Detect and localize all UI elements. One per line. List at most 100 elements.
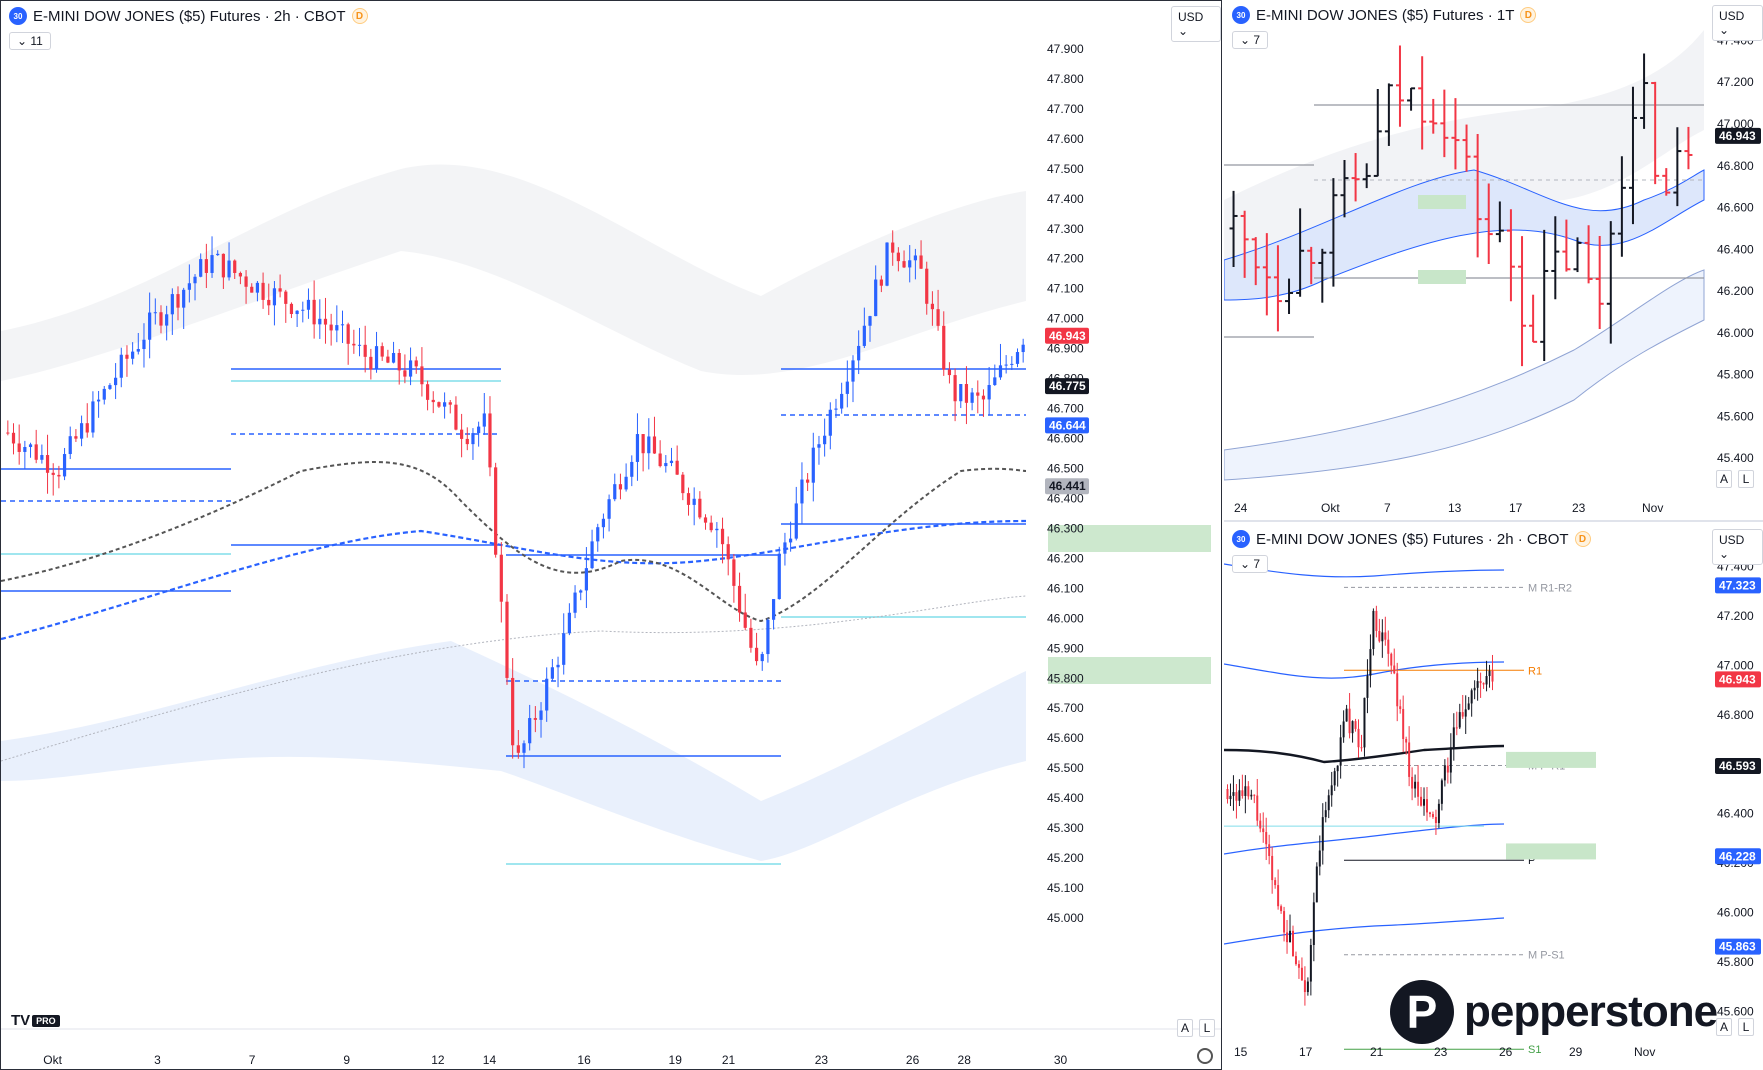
price-marker-label: 45.863 bbox=[1719, 940, 1756, 954]
candle-body bbox=[1408, 742, 1411, 777]
price-tick-label: 46.300 bbox=[1047, 521, 1084, 535]
candle-body bbox=[743, 612, 747, 628]
chart-title[interactable]: E-MINI DOW JONES ($5) Futures · 1T bbox=[1256, 6, 1515, 24]
price-marker bbox=[1045, 378, 1089, 395]
price-tick-label: 45.700 bbox=[1047, 701, 1084, 715]
candle-body bbox=[533, 718, 537, 720]
candle-body bbox=[102, 388, 106, 400]
candle-body bbox=[1294, 956, 1297, 965]
candle-body bbox=[1333, 771, 1336, 786]
candle-body bbox=[1342, 721, 1345, 738]
candle-body bbox=[62, 454, 67, 477]
time-tick-label: Nov bbox=[1634, 1045, 1655, 1059]
candle-body bbox=[1315, 866, 1318, 903]
candle-body bbox=[119, 354, 123, 378]
tradingview-logo[interactable]: TV PRO bbox=[11, 1012, 60, 1029]
vwap-line bbox=[1224, 744, 1505, 764]
lower-envelope-band bbox=[1, 641, 1026, 861]
price-tick-label: 45.500 bbox=[1047, 761, 1084, 775]
chart-title[interactable]: E-MINI DOW JONES ($5) Futures · 2h · CBO… bbox=[33, 7, 346, 25]
auto-scale-button[interactable]: A bbox=[1177, 1019, 1193, 1037]
candle-body bbox=[1309, 945, 1312, 982]
candle-body bbox=[216, 253, 220, 256]
candle-body bbox=[193, 276, 197, 284]
data-delay-badge[interactable]: D bbox=[351, 8, 368, 24]
candle-body bbox=[857, 345, 861, 361]
candle-body bbox=[993, 377, 997, 386]
price-tick-label: 45.200 bbox=[1047, 851, 1084, 865]
candle-body bbox=[1250, 794, 1253, 797]
candle-body bbox=[289, 303, 294, 315]
candle-body bbox=[1384, 632, 1387, 640]
currency-selector[interactable]: USD ⌄ bbox=[1712, 5, 1763, 41]
candle-body bbox=[488, 413, 492, 468]
candle-body bbox=[28, 444, 33, 448]
currency-label: USD bbox=[1719, 9, 1745, 23]
price-tick-label: 45.400 bbox=[1717, 451, 1754, 465]
time-tick-label: 19 bbox=[669, 1053, 683, 1067]
candle-body bbox=[11, 432, 16, 444]
candle-body bbox=[17, 443, 21, 452]
candle-body bbox=[460, 429, 464, 439]
envelope-line bbox=[1224, 563, 1505, 578]
candle-body bbox=[1375, 610, 1378, 632]
candle-body bbox=[437, 402, 441, 407]
candle-body bbox=[255, 282, 260, 293]
price-marker-label: 47.323 bbox=[1719, 578, 1756, 592]
candle-body bbox=[896, 252, 900, 262]
settings-gear-icon[interactable] bbox=[1197, 1048, 1213, 1064]
price-marker bbox=[1045, 327, 1089, 344]
indicator-collapse-button[interactable]: ⌄ 11 bbox=[9, 32, 51, 50]
weekly-chart-canvas[interactable]: 47.40047.20047.00046.80046.60046.40046.2… bbox=[1224, 0, 1763, 522]
candle-body bbox=[170, 294, 174, 315]
price-tick-label: 47.300 bbox=[1047, 222, 1084, 236]
candle-body bbox=[79, 423, 84, 439]
candle-body bbox=[817, 444, 821, 448]
indicator-collapse-button[interactable]: ⌄ 7 bbox=[1232, 31, 1269, 49]
candle-body bbox=[1446, 765, 1449, 773]
chart-title[interactable]: E-MINI DOW JONES ($5) Futures · 2h · CBO… bbox=[1256, 530, 1569, 548]
price-tick-label: 47.700 bbox=[1047, 102, 1084, 116]
indicator-collapse-button[interactable]: ⌄ 7 bbox=[1232, 555, 1269, 573]
time-tick-label: 23 bbox=[815, 1053, 829, 1067]
candle-body bbox=[1010, 363, 1014, 365]
log-scale-button[interactable]: L bbox=[1738, 1018, 1754, 1036]
pepperstone-logo: P pepperstone bbox=[1390, 980, 1718, 1044]
price-tick-label: 47.200 bbox=[1717, 75, 1754, 89]
auto-scale-button[interactable]: A bbox=[1716, 1018, 1732, 1036]
data-delay-badge[interactable]: D bbox=[1520, 7, 1537, 23]
pivot-label: M R1-R2 bbox=[1528, 582, 1572, 594]
candle-body bbox=[1286, 932, 1289, 943]
candle-body bbox=[40, 455, 44, 460]
auto-scale-button[interactable]: A bbox=[1716, 470, 1732, 488]
candle-body bbox=[766, 619, 770, 655]
pivot-label: R1 bbox=[1528, 665, 1542, 677]
log-scale-button[interactable]: L bbox=[1738, 470, 1754, 488]
currency-selector[interactable]: USD ⌄ bbox=[1712, 529, 1763, 565]
candle-body bbox=[936, 309, 940, 326]
candle-body bbox=[420, 366, 424, 385]
data-delay-badge[interactable]: D bbox=[1574, 531, 1591, 547]
main-chart-pane[interactable]: 47.900 47.800 47.700 47.600 47.500 47.400 47.3… bbox=[0, 0, 1222, 1070]
main-chart-canvas[interactable]: 47.900 47.800 47.700 47.600 47.500 47.400 47.3… bbox=[1, 1, 1222, 1070]
candle-body bbox=[1363, 697, 1366, 748]
candle-body bbox=[1345, 708, 1348, 722]
tv-logo-text: TV bbox=[11, 1012, 31, 1029]
candle-body bbox=[783, 542, 787, 554]
time-tick-label: 17 bbox=[1299, 1045, 1313, 1059]
candle-body bbox=[397, 352, 401, 371]
price-marker bbox=[1715, 127, 1761, 144]
currency-selector[interactable]: USD ⌄ bbox=[1171, 6, 1221, 42]
pro-badge: PRO bbox=[32, 1014, 60, 1027]
weekly-chart-pane[interactable]: 47.40047.20047.00046.80046.60046.40046.2… bbox=[1224, 0, 1763, 522]
candle-body bbox=[1259, 820, 1262, 829]
log-scale-button[interactable]: L bbox=[1199, 1019, 1215, 1037]
candle-body bbox=[641, 434, 645, 454]
price-tick-label: 47.100 bbox=[1047, 282, 1084, 296]
price-marker bbox=[1045, 478, 1089, 495]
candle-body bbox=[1226, 789, 1229, 800]
candle-body bbox=[1357, 728, 1360, 748]
candle-body bbox=[981, 395, 986, 400]
